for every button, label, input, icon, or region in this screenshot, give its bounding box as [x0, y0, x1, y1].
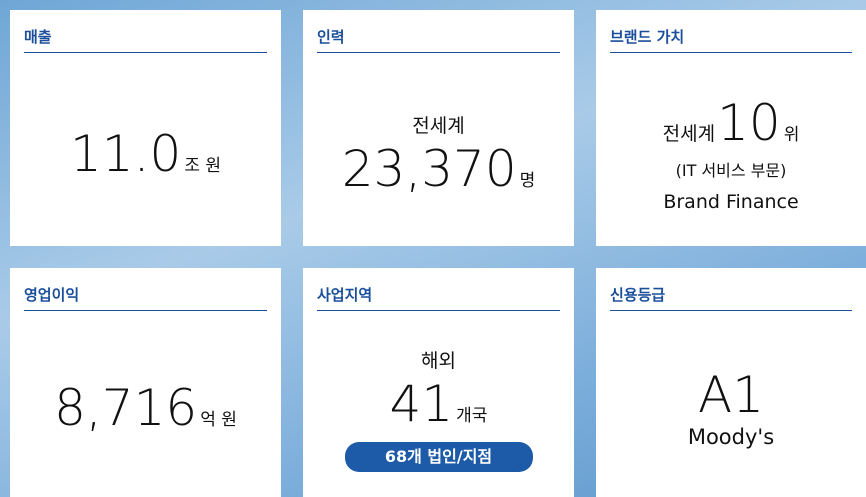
card-title: 인력 [317, 28, 345, 46]
card: 영업이익 8,716 억 원 [10, 268, 281, 497]
unit: 명 [519, 171, 536, 191]
card-title: 영업이익 [24, 286, 80, 304]
divider [610, 52, 852, 53]
card: 매출 11.0 조 원 [10, 10, 281, 246]
card-body: A1 Moody's [596, 320, 866, 497]
value: 8,716 [54, 379, 198, 437]
card: 신용등급 A1 Moody's [596, 268, 866, 497]
divider [610, 310, 852, 311]
unit: 개국 [456, 405, 488, 426]
badge[interactable]: 68개 법인/지점 [344, 441, 533, 472]
value: 41 [389, 374, 454, 433]
card-title: 사업지역 [317, 286, 373, 304]
divider [317, 52, 560, 53]
value: 11.0 [69, 124, 182, 183]
source: Brand Finance [663, 190, 799, 213]
figure: 8,716 억 원 [54, 381, 237, 436]
card-body: 전세계 10 위 (IT 서비스 부문) Brand Finance [596, 62, 866, 246]
figure: 전세계 10 위 [662, 93, 800, 152]
card-body: 전세계 23,370 명 [303, 62, 574, 246]
card-title: 매출 [24, 28, 52, 46]
unit: 위 [783, 124, 800, 145]
card-body: 해외 41 개국 68개 법인/지점 [303, 320, 574, 497]
prefix: 해외 [421, 349, 456, 372]
card: 인력 전세계 23,370 명 [303, 10, 574, 246]
value: 23,370 [341, 140, 517, 198]
card: 브랜드 가치 전세계 10 위 (IT 서비스 부문) Brand Financ… [596, 10, 866, 246]
divider [24, 52, 267, 53]
unit: 억 원 [200, 410, 237, 430]
figure: 11.0 조 원 [69, 124, 221, 183]
figure: 41 개국 [389, 374, 488, 433]
value: 10 [717, 93, 781, 152]
figure: 23,370 명 [342, 142, 536, 197]
prefix: 전세계 [412, 115, 465, 137]
prefix: 전세계 [662, 122, 716, 145]
card: 사업지역 해외 41 개국 68개 법인/지점 [303, 268, 574, 497]
divider [24, 310, 267, 311]
figure: A1 [698, 368, 764, 423]
unit: 조 원 [184, 155, 221, 176]
card-title: 신용등급 [610, 286, 666, 304]
card-body: 8,716 억 원 [10, 320, 281, 497]
note: (IT 서비스 부문) [675, 160, 787, 180]
card-body: 11.0 조 원 [10, 62, 281, 246]
source: Moody's [687, 425, 775, 449]
divider [317, 310, 560, 311]
value: A1 [697, 366, 764, 424]
card-title: 브랜드 가치 [610, 28, 685, 46]
